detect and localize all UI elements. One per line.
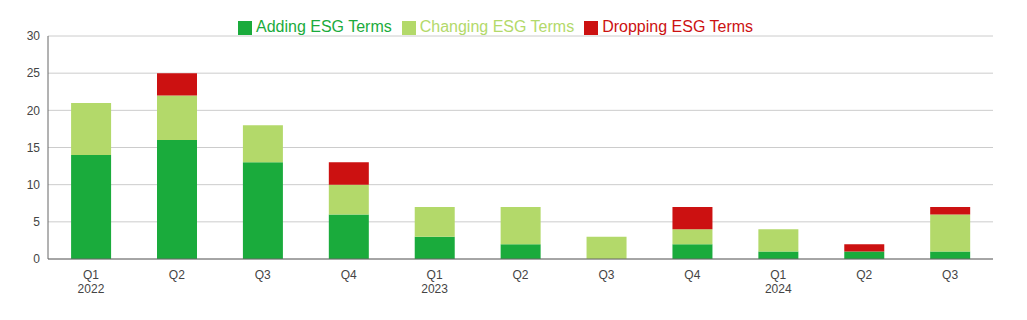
svg-text:30: 30 bbox=[27, 29, 41, 43]
svg-text:Q2: Q2 bbox=[512, 268, 528, 282]
svg-text:Q2: Q2 bbox=[169, 268, 185, 282]
svg-text:Q3: Q3 bbox=[255, 268, 271, 282]
svg-text:20: 20 bbox=[27, 104, 41, 118]
svg-text:5: 5 bbox=[33, 215, 40, 229]
svg-text:Q12023: Q12023 bbox=[421, 268, 448, 296]
svg-text:10: 10 bbox=[27, 178, 41, 192]
html-text:Adding ESG Terms: Adding ESG Terms bbox=[256, 18, 392, 35]
svg-text:Q2: Q2 bbox=[856, 268, 872, 282]
svg-text:15: 15 bbox=[27, 141, 41, 155]
svg-text:0: 0 bbox=[33, 252, 40, 266]
svg-text:Q4: Q4 bbox=[684, 268, 700, 282]
svg-text:Q3: Q3 bbox=[942, 268, 958, 282]
svg-text:Q12022: Q12022 bbox=[78, 268, 105, 296]
svg-text:Q3: Q3 bbox=[598, 268, 614, 282]
html-text:Dropping ESG Terms: Dropping ESG Terms bbox=[602, 18, 753, 35]
svg-text:25: 25 bbox=[27, 66, 41, 80]
svg-text:Q12024: Q12024 bbox=[765, 268, 792, 296]
html-text:Changing ESG Terms: Changing ESG Terms bbox=[419, 18, 575, 35]
svg-text:Q4: Q4 bbox=[341, 268, 357, 282]
